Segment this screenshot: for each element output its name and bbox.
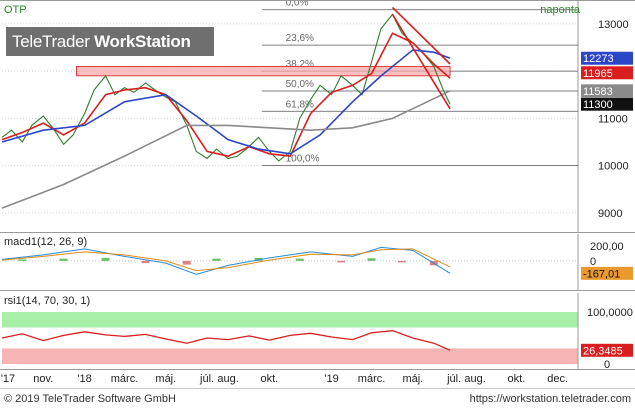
macd-tick-label: 0 xyxy=(590,256,596,268)
price-badge-bg xyxy=(581,66,633,80)
price-chart-panel[interactable]: 9000100001100012000130000,0%23,6%38,2%50… xyxy=(0,0,635,233)
price-badge-label: 11583 xyxy=(583,86,613,98)
macd-title: macd1(12, 26, 9) xyxy=(4,236,88,248)
macd-badge-bg xyxy=(581,266,633,280)
macd-histogram-bar xyxy=(101,257,110,261)
symbol-label: OTP xyxy=(4,4,27,16)
logo-bold-text: WorkStation xyxy=(94,32,191,51)
price-badge-label: 12273 xyxy=(583,53,614,65)
price-tick-label: 13000 xyxy=(598,19,629,31)
rsi-overbought-zone xyxy=(2,312,578,328)
copyright-text: © 2019 TeleTrader Software GmbH xyxy=(4,393,176,405)
price-badge-bg xyxy=(581,51,633,65)
price-badge: 11583 xyxy=(581,84,633,98)
series-rsi xyxy=(1,330,451,351)
time-tick-label: aug. xyxy=(464,373,486,385)
time-tick-label: '17 xyxy=(0,373,16,385)
time-tick-label: máj. xyxy=(402,373,424,385)
macd-histogram-bar xyxy=(367,258,376,261)
time-tick-label: okt. xyxy=(260,373,279,385)
price-chart-svg: 9000100001100012000130000,0%23,6%38,2%50… xyxy=(1,1,633,232)
macd-histogram-bar xyxy=(141,260,150,264)
fibonacci-label: 50,0% xyxy=(286,79,314,90)
price-tick-label: 11000 xyxy=(598,113,628,125)
rsi-oversold-zone xyxy=(2,348,578,364)
series-signal xyxy=(1,248,451,272)
series-sma-mid xyxy=(1,49,451,155)
footer: © 2019 TeleTrader Software GmbH https://… xyxy=(0,388,635,409)
macd-chart-svg: 200,00 0-167,01 xyxy=(1,234,633,290)
fibonacci-label: 0,0% xyxy=(286,1,309,9)
trendline xyxy=(391,13,451,110)
series-sma-long xyxy=(1,90,451,209)
macd-histogram-bar xyxy=(212,258,221,261)
fibonacci-label: 23,6% xyxy=(286,33,314,44)
price-badge: 11965 xyxy=(581,66,633,80)
rsi-title: rsi1(14, 70, 30, 1) xyxy=(4,295,91,307)
price-tick-label: 10000 xyxy=(598,161,629,173)
rsi-tick-label: 0 xyxy=(604,359,610,369)
macd-panel[interactable]: 200,00 0 -167,01 macd1(12, 26, 9) xyxy=(0,234,635,291)
macd-histogram-bar xyxy=(182,260,191,265)
price-badge-bg xyxy=(581,97,633,111)
time-tick-label: nov. xyxy=(33,373,54,385)
logo-plain-text: TeleTrader xyxy=(12,32,95,51)
macd-histogram-bar xyxy=(18,259,27,261)
series-macd xyxy=(1,246,451,275)
rsi-badge-label: 26,3485 xyxy=(583,345,623,357)
time-tick-label: máj. xyxy=(155,373,177,385)
macd-histogram-bar xyxy=(59,258,68,261)
price-badge-label: 11300 xyxy=(583,99,613,111)
macd-tick-label: 200,00 xyxy=(590,241,624,253)
series-sma-short xyxy=(1,32,451,157)
rsi-tick-label: 100,0000 xyxy=(587,307,633,319)
time-tick-label: '19 xyxy=(324,373,339,385)
macd-badge: -167,01 xyxy=(581,266,633,280)
fibonacci-label: 100,0% xyxy=(286,154,320,165)
fibonacci-label: 61,8% xyxy=(286,99,314,110)
price-badge: 12273 xyxy=(581,51,633,65)
trendline xyxy=(391,6,451,65)
price-badge-bg xyxy=(581,84,633,98)
macd-histogram-bar xyxy=(398,260,407,263)
rsi-badge-bg xyxy=(581,343,633,357)
rsi-chart-svg: 100,0000 0 26,3485 xyxy=(1,293,633,369)
time-tick-label: dec. xyxy=(547,373,569,385)
time-tick-label: júl. xyxy=(200,373,215,385)
price-badge: 11300 xyxy=(581,97,633,111)
resistance-band xyxy=(76,66,451,77)
teletrader-logo: TeleTrader WorkStation xyxy=(6,27,214,56)
macd-histogram-bar xyxy=(337,260,346,263)
macd-histogram-bar xyxy=(295,258,304,261)
fibonacci-label: 38,2% xyxy=(286,59,314,70)
rsi-badge: 26,3485 xyxy=(581,343,633,357)
time-tick-label: júl. xyxy=(447,373,462,385)
price-badge-label: 11965 xyxy=(583,68,613,80)
time-axis: '17 nov. '18 márc. máj. júl. aug. okt. '19 márc. m… xyxy=(0,372,635,388)
price-tick-label: 9000 xyxy=(598,208,622,220)
time-tick-label: okt. xyxy=(507,373,526,385)
frequency-label[interactable]: naponta xyxy=(540,4,580,16)
website-link[interactable]: https://workstation.teletrader.com xyxy=(469,393,631,405)
macd-badge-label: -167,01 xyxy=(583,268,620,280)
time-tick-label: márc. xyxy=(357,373,386,385)
time-tick-label: '18 xyxy=(77,373,92,385)
time-tick-label: aug. xyxy=(217,373,239,385)
time-tick-label: márc. xyxy=(110,373,139,385)
rsi-panel[interactable]: 100,0000 0 26,3485 rsi1(14, 70, 30, 1) xyxy=(0,293,635,370)
